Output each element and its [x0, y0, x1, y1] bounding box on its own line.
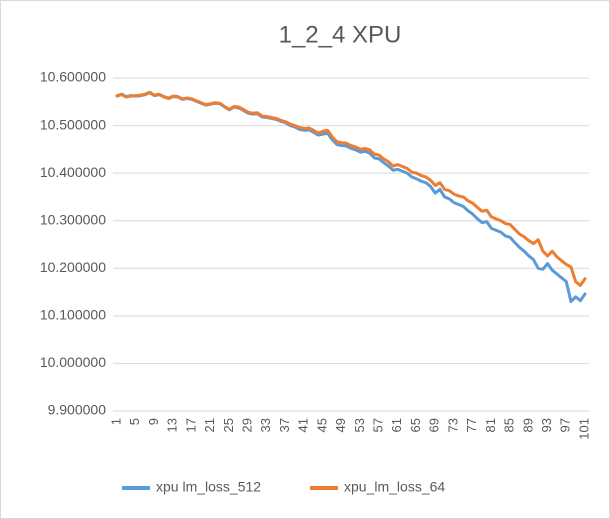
x-tick-label: 61	[389, 418, 404, 432]
x-tick-label: 65	[408, 418, 423, 432]
x-tick-label: 77	[464, 418, 479, 432]
x-tick-label: 53	[352, 418, 367, 432]
y-tick-label: 10.000000	[40, 354, 106, 370]
x-tick-label: 17	[183, 418, 198, 432]
x-tick-label: 81	[483, 418, 498, 432]
y-tick-label: 10.400000	[40, 164, 106, 180]
x-tick-label: 89	[520, 418, 535, 432]
x-tick-label: 73	[445, 418, 460, 432]
x-tick-label: 85	[502, 418, 517, 432]
x-tick-label: 1	[108, 418, 123, 425]
y-tick-label: 10.500000	[40, 116, 106, 132]
x-tick-label: 69	[427, 418, 442, 432]
x-tick-label: 25	[221, 418, 236, 432]
x-tick-label: 33	[258, 418, 273, 432]
y-tick-label: 10.100000	[40, 307, 106, 323]
x-tick-label: 37	[277, 418, 292, 432]
x-tick-label: 41	[296, 418, 311, 432]
y-tick-label: 10.600000	[40, 69, 106, 85]
x-tick-label: 101	[576, 418, 591, 440]
x-tick-label: 5	[127, 418, 142, 425]
x-tick-label: 29	[239, 418, 254, 432]
y-tick-label: 9.900000	[48, 402, 107, 418]
x-tick-label: 21	[202, 418, 217, 432]
x-tick-label: 49	[333, 418, 348, 432]
x-tick-label: 13	[165, 418, 180, 432]
x-tick-label: 93	[539, 418, 554, 432]
chart-title: 1_2_4 XPU	[279, 21, 402, 48]
x-tick-label: 57	[371, 418, 386, 432]
x-tick-label: 97	[558, 418, 573, 432]
x-tick-label: 45	[314, 418, 329, 432]
y-tick-label: 10.200000	[40, 259, 106, 275]
series-line	[115, 90, 587, 287]
legend-label: xpu_lm_loss_64	[344, 479, 445, 495]
x-tick-label: 9	[146, 418, 161, 425]
legend-label: xpu lm_loss_512	[156, 479, 261, 495]
y-tick-label: 10.300000	[40, 211, 106, 227]
